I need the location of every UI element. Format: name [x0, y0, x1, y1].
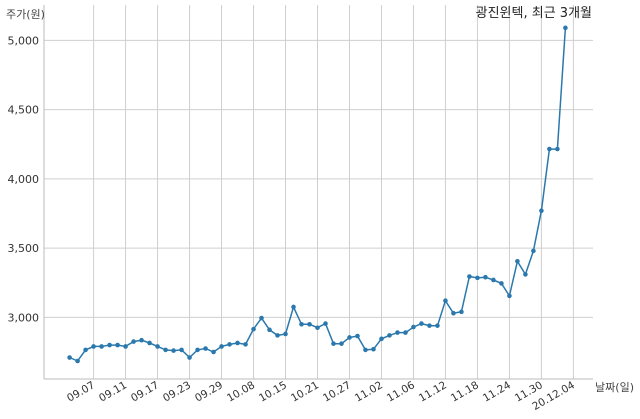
data-point [219, 344, 224, 349]
data-point [251, 326, 256, 332]
x-tick-label: 11.24 [481, 379, 513, 405]
data-point [131, 339, 136, 344]
data-point [539, 208, 544, 213]
data-point [363, 347, 368, 353]
data-point [163, 347, 168, 353]
x-tick-label: 10.15 [257, 379, 289, 404]
data-point [91, 344, 96, 349]
data-point [139, 337, 144, 343]
x-tick-label: 11.06 [385, 379, 417, 405]
x-axis-label: 날짜(일) [595, 380, 634, 394]
data-point [171, 348, 176, 353]
data-point [227, 342, 232, 347]
price-points [67, 25, 568, 364]
data-point [379, 336, 384, 342]
y-tick-label: 4,500 [8, 104, 40, 117]
data-point [267, 327, 272, 333]
data-point [155, 344, 160, 349]
data-point [403, 330, 408, 335]
data-point [443, 298, 448, 304]
data-point [355, 333, 360, 339]
x-tick-label: 10.27 [321, 379, 353, 404]
data-point [211, 349, 216, 355]
y-tick-label: 4,000 [8, 173, 40, 186]
y-tick-label: 5,000 [8, 34, 40, 47]
y-axis-label: 주가(원) [6, 8, 45, 21]
data-point [299, 321, 304, 327]
data-point [563, 25, 568, 31]
x-tick-label: 10.21 [289, 379, 321, 404]
data-point [283, 331, 288, 337]
data-point [499, 281, 504, 286]
data-point [115, 342, 120, 348]
data-point [467, 274, 472, 279]
data-point [531, 248, 536, 254]
data-point [259, 315, 264, 321]
chart-title: 광진윈텍, 최근 3개월 [476, 6, 592, 21]
data-point [347, 335, 352, 340]
data-point [83, 347, 88, 353]
y-tick-labels: 3,000 3,500 4,000 4,500 5,000 [8, 34, 40, 324]
data-point [387, 333, 392, 338]
x-tick-label: 11.12 [417, 379, 449, 404]
data-point [411, 324, 416, 330]
data-point [491, 277, 496, 283]
data-point [307, 321, 312, 327]
data-point [507, 293, 512, 299]
data-point [107, 342, 112, 348]
y-tick-label: 3,500 [8, 242, 40, 255]
data-point [235, 340, 240, 346]
x-tick-label: 09.29 [193, 379, 225, 404]
data-point [187, 355, 192, 360]
data-point [195, 347, 200, 353]
x-tick-label: 09.17 [129, 379, 161, 404]
data-point [275, 333, 280, 338]
data-point [339, 341, 344, 346]
data-point [515, 258, 520, 264]
x-tick-labels: 09.07 09.11 09.17 09.23 09.29 10.08 10.15 10.21… [65, 379, 577, 413]
data-point [203, 346, 208, 351]
data-point [419, 321, 424, 326]
data-point [475, 275, 480, 281]
data-point [67, 355, 72, 360]
data-point [99, 344, 104, 349]
data-point [459, 309, 464, 315]
x-tick-label: 11.02 [353, 379, 385, 404]
grid-lines [44, 5, 593, 379]
data-point [451, 310, 456, 316]
data-point [427, 323, 432, 328]
x-tick-label: 09.11 [97, 379, 129, 404]
data-point [315, 325, 320, 331]
x-tick-label: 09.07 [65, 379, 97, 404]
x-tick-label: 11.18 [449, 379, 481, 404]
data-point [243, 342, 248, 347]
data-point [483, 274, 488, 280]
data-point [523, 272, 528, 277]
data-point [395, 330, 400, 335]
data-point [435, 323, 440, 328]
x-tick-label: 10.08 [225, 379, 257, 404]
data-point [147, 340, 152, 346]
data-point [547, 146, 552, 152]
y-tick-label: 3,000 [8, 311, 40, 324]
data-point [291, 304, 296, 310]
data-point [555, 146, 560, 152]
data-point [331, 341, 336, 346]
data-point [323, 321, 328, 326]
data-point [123, 344, 128, 349]
data-point [75, 358, 80, 364]
data-point [179, 347, 184, 353]
data-point [371, 346, 376, 352]
x-tick-label: 09.23 [161, 379, 193, 404]
